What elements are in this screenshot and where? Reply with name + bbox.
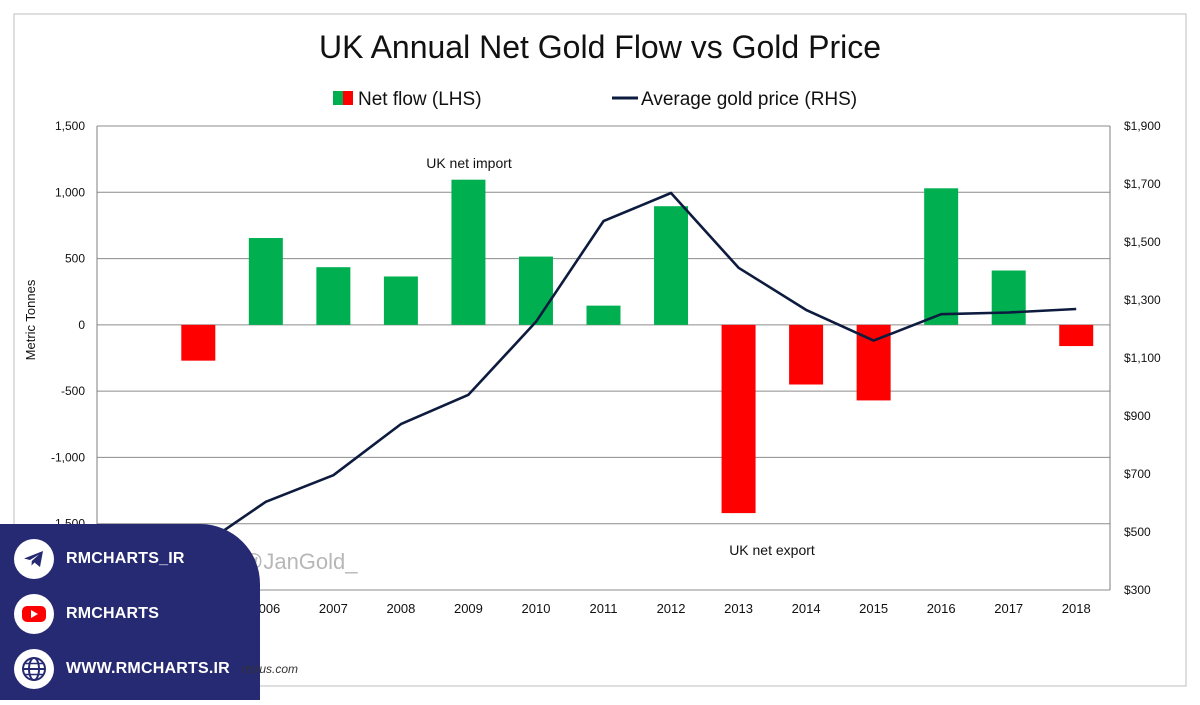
chart-border (13, 13, 1187, 687)
net-flow-bar (248, 238, 283, 325)
net-flow-bar (518, 256, 553, 325)
source-note: rtsrus.com (242, 662, 299, 676)
social-overlay: RMCHARTS_IR RMCHARTS WWW.RMCHARTS.IR (0, 524, 260, 700)
legend-label-net-flow: Net flow (LHS) (358, 89, 482, 110)
legend: Net flow (LHS) Average gold price (RHS) (333, 89, 857, 110)
legend-label-gold-price: Average gold price (RHS) (641, 89, 857, 110)
right-axis-ticks: $1,900 $1,700 $1,500 $1,300 $1,100 $900 $700 $5… (1124, 119, 1161, 597)
x-tick-label: 2008 (386, 601, 415, 616)
telegram-row[interactable]: RMCHARTS_IR (14, 539, 185, 579)
y-tick-label: -500 (61, 384, 85, 398)
gold-price-line (130, 191, 1077, 560)
y-tick-label: 1,000 (55, 185, 85, 199)
net-flow-bar (789, 324, 824, 385)
youtube-row[interactable]: RMCHARTS (14, 594, 159, 634)
y-axis-label: Metric Tonnes (23, 279, 38, 360)
globe-icon (14, 649, 54, 689)
y-tick-label: 0 (78, 318, 85, 332)
y2-tick-label: $900 (1124, 409, 1151, 423)
net-flow-bar (721, 324, 756, 514)
y2-tick-label: $1,900 (1124, 119, 1161, 133)
x-tick-label: 2007 (319, 601, 348, 616)
telegram-label: RMCHARTS_IR (66, 550, 185, 567)
y2-tick-label: $1,700 (1124, 177, 1161, 191)
x-axis-ticks: 2004200520062007200820092010201120122013… (116, 601, 1090, 616)
y-tick-label: -1,000 (51, 450, 85, 464)
net-flow-bar (451, 179, 486, 325)
y2-tick-label: $700 (1124, 467, 1151, 481)
y2-tick-label: $1,300 (1124, 293, 1161, 307)
y-tick-label: 500 (65, 252, 85, 266)
net-flow-bar (586, 305, 621, 325)
x-tick-label: 2013 (724, 601, 753, 616)
net-flow-bar (654, 206, 689, 325)
x-tick-label: 2010 (522, 601, 551, 616)
x-tick-label: 2016 (927, 601, 956, 616)
telegram-icon (14, 539, 54, 579)
net-flow-bars (181, 179, 1094, 514)
net-flow-bar (924, 188, 959, 325)
legend-swatch-green (333, 91, 343, 105)
x-tick-label: 2017 (994, 601, 1023, 616)
x-tick-label: 2009 (454, 601, 483, 616)
net-flow-bar (383, 276, 418, 325)
youtube-label: RMCHARTS (66, 605, 160, 622)
x-tick-label: 2015 (859, 601, 888, 616)
x-tick-label: 2011 (590, 601, 618, 616)
x-tick-label: 2018 (1062, 601, 1091, 616)
youtube-icon (14, 594, 54, 634)
x-tick-label: 2012 (657, 601, 686, 616)
website-row[interactable]: WWW.RMCHARTS.IR (14, 649, 230, 689)
legend-swatch-red (343, 91, 353, 105)
website-label: WWW.RMCHARTS.IR (66, 660, 230, 677)
chart-title: UK Annual Net Gold Flow vs Gold Price (319, 29, 881, 65)
annotation-net-import: UK net import (426, 155, 512, 171)
net-flow-bar (316, 267, 351, 325)
y2-tick-label: $1,500 (1124, 235, 1161, 249)
x-tick-label: 2014 (792, 601, 821, 616)
watermark: @JanGold_ (241, 549, 358, 574)
y2-tick-label: $300 (1124, 583, 1151, 597)
net-flow-bar (181, 324, 216, 361)
net-flow-bar (1059, 324, 1094, 347)
y-tick-label: 1,500 (55, 119, 85, 133)
net-flow-bar (991, 270, 1026, 325)
y2-tick-label: $1,100 (1124, 351, 1161, 365)
y2-tick-label: $500 (1124, 525, 1151, 539)
annotation-net-export: UK net export (729, 542, 815, 558)
